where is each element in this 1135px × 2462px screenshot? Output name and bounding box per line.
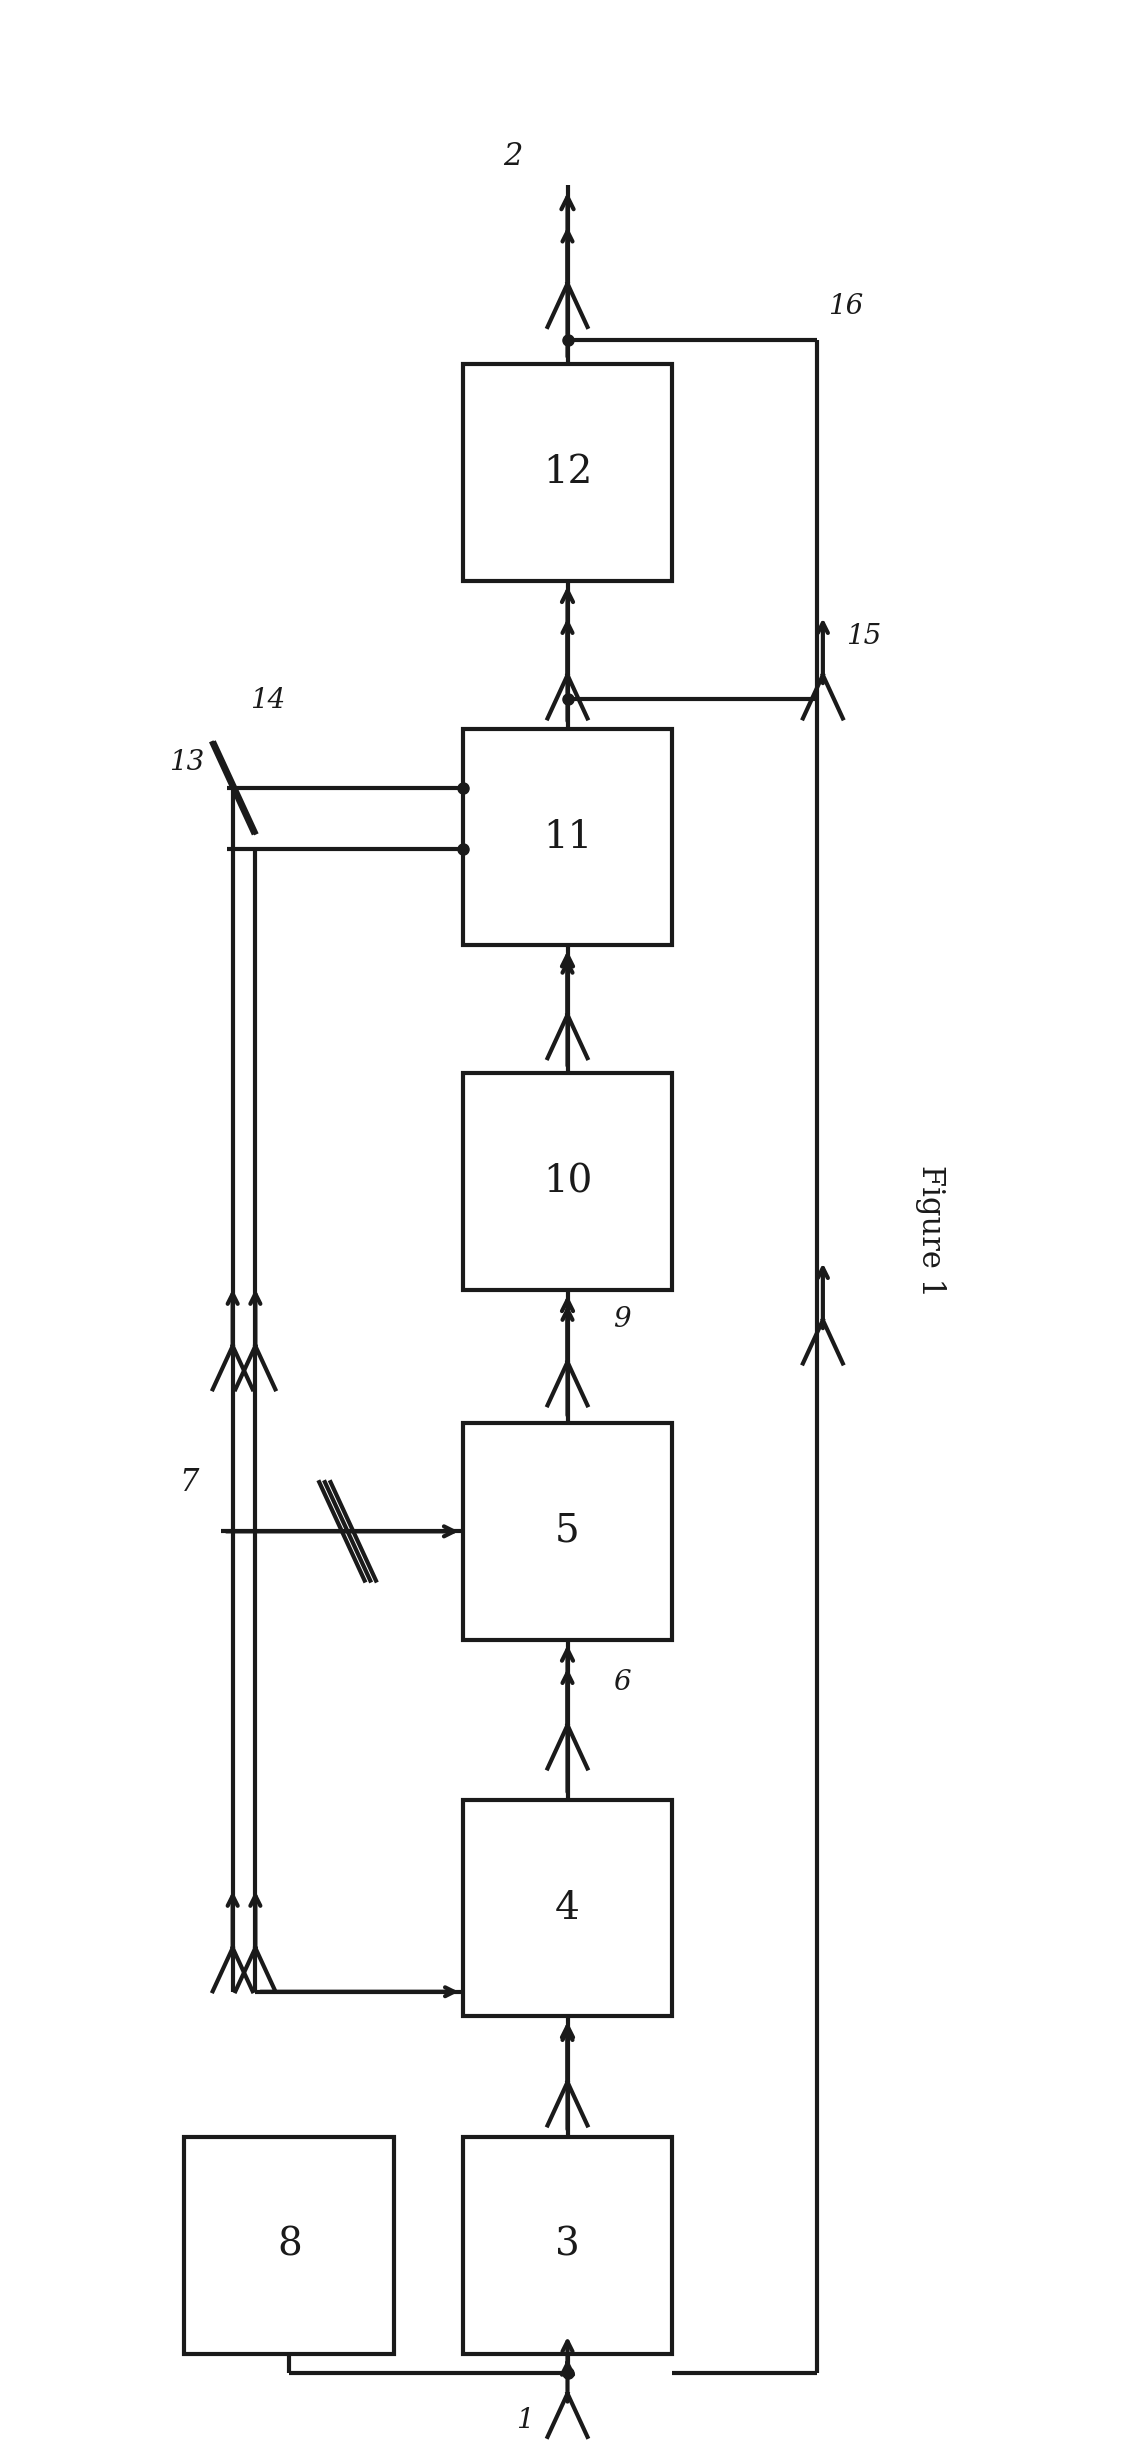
Bar <box>463 729 673 945</box>
Bar <box>463 1073 673 1290</box>
Text: 11: 11 <box>543 817 592 857</box>
Text: 5: 5 <box>555 1512 580 1551</box>
Text: 1: 1 <box>515 2408 533 2432</box>
Bar <box>463 2137 673 2354</box>
Text: 16: 16 <box>829 293 864 320</box>
Bar <box>463 1800 673 2016</box>
Text: 2: 2 <box>503 140 522 172</box>
Text: 8: 8 <box>277 2226 302 2265</box>
Text: 15: 15 <box>846 623 881 650</box>
Text: 10: 10 <box>543 1162 592 1201</box>
Text: Figure 1: Figure 1 <box>915 1165 947 1297</box>
Text: 9: 9 <box>613 1307 631 1332</box>
Text: 7: 7 <box>179 1467 199 1497</box>
Text: 6: 6 <box>613 1669 631 1696</box>
Text: 12: 12 <box>543 453 592 492</box>
Text: 3: 3 <box>555 2226 580 2265</box>
Text: 4: 4 <box>555 1888 580 1928</box>
Text: 14: 14 <box>250 687 285 714</box>
Text: 13: 13 <box>169 748 204 776</box>
Bar <box>184 2137 395 2354</box>
Bar <box>463 364 673 581</box>
Bar <box>463 1423 673 1640</box>
